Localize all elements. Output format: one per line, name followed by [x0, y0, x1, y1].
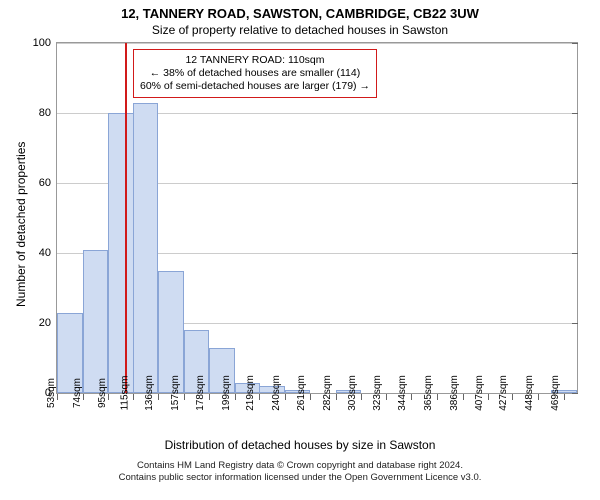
attribution-line: Contains public sector information licen… [0, 472, 600, 484]
annotation-line: 12 TANNERY ROAD: 110sqm [140, 54, 370, 67]
x-tick-label: 136sqm [140, 375, 155, 411]
x-tick-label: 469sqm [546, 375, 561, 411]
subject-marker-line [125, 43, 127, 393]
attribution: Contains HM Land Registry data © Crown c… [0, 460, 600, 485]
histogram-bar [133, 103, 159, 394]
x-tick-label: 407sqm [470, 375, 485, 411]
x-tick-label: 219sqm [241, 375, 256, 411]
x-tick-label: 427sqm [495, 375, 510, 411]
x-tick-label: 261sqm [293, 375, 308, 411]
x-tick-label: 157sqm [166, 375, 181, 411]
plot-area: 12 TANNERY ROAD: 110sqm ← 38% of detache… [56, 42, 578, 394]
x-tick-label: 323sqm [368, 375, 383, 411]
y-tick-label: 20 [39, 317, 57, 329]
histogram-bar [108, 113, 134, 393]
attribution-line: Contains HM Land Registry data © Crown c… [0, 460, 600, 472]
gridline [57, 43, 577, 44]
x-tick-label: 115sqm [115, 376, 130, 411]
chart-container: 12, TANNERY ROAD, SAWSTON, CAMBRIDGE, CB… [0, 0, 600, 500]
x-tick-label: 448sqm [520, 375, 535, 411]
x-tick-label: 95sqm [93, 378, 108, 408]
y-tick-label: 40 [39, 247, 57, 259]
x-tick-label: 74sqm [68, 378, 83, 408]
y-tick-label: 80 [39, 107, 57, 119]
x-tick-label: 282sqm [318, 375, 333, 411]
x-axis-title: Distribution of detached houses by size … [0, 438, 600, 452]
y-axis-title: Number of detached properties [14, 142, 28, 307]
annotation-line: 60% of semi-detached houses are larger (… [140, 80, 370, 93]
x-tick-label: 199sqm [217, 375, 232, 411]
y-tick-label: 60 [39, 177, 57, 189]
x-tick-label: 386sqm [445, 375, 460, 411]
chart-title-sub: Size of property relative to detached ho… [0, 21, 600, 37]
x-tick-label: 178sqm [191, 375, 206, 411]
x-tick-label: 303sqm [344, 375, 359, 411]
x-tick-label: 53sqm [42, 378, 57, 408]
histogram-bar [83, 250, 109, 394]
annotation-line: ← 38% of detached houses are smaller (11… [140, 67, 370, 80]
chart-title-main: 12, TANNERY ROAD, SAWSTON, CAMBRIDGE, CB… [0, 0, 600, 21]
x-tick-label: 365sqm [419, 375, 434, 411]
x-tick-label: 344sqm [394, 375, 409, 411]
y-tick-label: 100 [33, 37, 57, 49]
marker-annotation: 12 TANNERY ROAD: 110sqm ← 38% of detache… [133, 49, 377, 98]
x-tick-label: 240sqm [267, 375, 282, 411]
